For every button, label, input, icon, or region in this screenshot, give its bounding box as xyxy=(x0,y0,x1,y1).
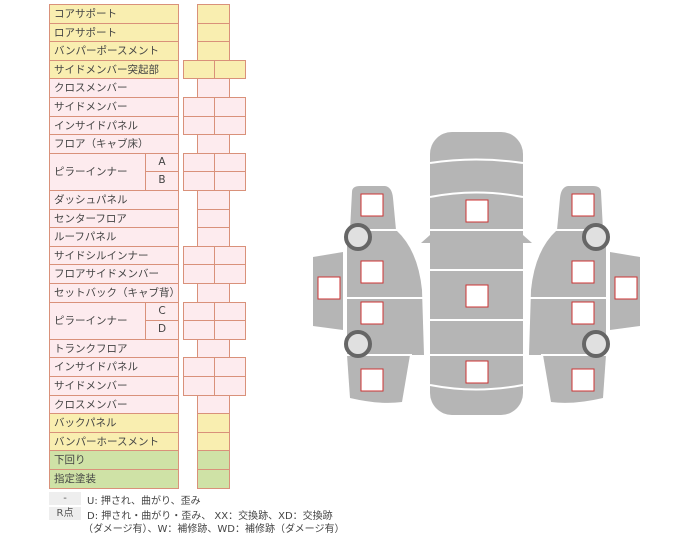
row-label: バックパネル xyxy=(49,413,179,433)
row-label: バンパーホースメント xyxy=(49,431,179,452)
row-label: クロスメンバー xyxy=(49,78,179,98)
marker-center-rear[interactable] xyxy=(465,360,489,384)
damage-cell-right[interactable] xyxy=(214,59,246,80)
damage-cell-right[interactable] xyxy=(214,320,246,340)
marker-left-flap[interactable] xyxy=(317,276,341,300)
wheel-front-left xyxy=(344,223,372,251)
row-label: サイドシルインナー xyxy=(49,245,179,266)
damage-cell-right[interactable] xyxy=(214,376,246,396)
row-sublabel: C xyxy=(145,301,179,322)
legend-dash-text: U: 押され、曲がり、歪み xyxy=(87,496,201,507)
marker-left-1[interactable] xyxy=(360,193,384,217)
marker-left-2[interactable] xyxy=(360,260,384,284)
marker-right-flap[interactable] xyxy=(614,276,638,300)
damage-cell-right[interactable] xyxy=(214,171,246,191)
row-label: バンパーポースメント xyxy=(49,41,179,61)
row-label: インサイドパネル xyxy=(49,115,179,136)
marker-right-4[interactable] xyxy=(571,368,595,392)
marker-right-1[interactable] xyxy=(571,193,595,217)
row-label: サイドメンバー xyxy=(49,97,179,117)
marker-left-4[interactable] xyxy=(360,368,384,392)
row-sublabel: A xyxy=(145,152,179,173)
row-label: フロアサイドメンバー xyxy=(49,264,179,284)
damage-cell[interactable] xyxy=(197,469,230,489)
car-center-body xyxy=(430,132,523,415)
wheel-rear-right xyxy=(582,330,610,358)
row-label: サイドメンバー突起部 xyxy=(49,59,179,80)
marker-right-2[interactable] xyxy=(571,260,595,284)
wheel-front-right xyxy=(582,223,610,251)
arrow-right xyxy=(523,235,532,243)
row-label: フロア（キャブ床） xyxy=(49,134,179,154)
legend-r-key: R点 xyxy=(49,507,81,520)
row-label: 指定塗装 xyxy=(49,469,179,489)
row-label: センターフロア xyxy=(49,208,179,229)
marker-center-mid[interactable] xyxy=(465,284,489,308)
wheels xyxy=(344,223,610,358)
marker-left-3[interactable] xyxy=(360,301,384,325)
row-label: ピラーインナー xyxy=(49,301,146,340)
row-label: ピラーインナー xyxy=(49,152,146,191)
panel-lines xyxy=(347,158,606,391)
marker-center-front[interactable] xyxy=(465,199,489,223)
legend-r-text-1: D: 押され・曲がり・歪み、 XX：交換跡、XD：交換跡 xyxy=(87,511,333,522)
arrow-left xyxy=(421,235,430,243)
legend-dash-key: - xyxy=(49,492,81,505)
damage-cell-right[interactable] xyxy=(214,264,246,284)
legend-r-text-2: （ダメージ有）、W：補修跡、WD：補修跡（ダメージ有） xyxy=(83,524,345,535)
wheel-rear-left xyxy=(344,330,372,358)
marker-right-3[interactable] xyxy=(571,301,595,325)
damage-cell-right[interactable] xyxy=(214,115,246,136)
row-label: クロスメンバー xyxy=(49,394,179,415)
